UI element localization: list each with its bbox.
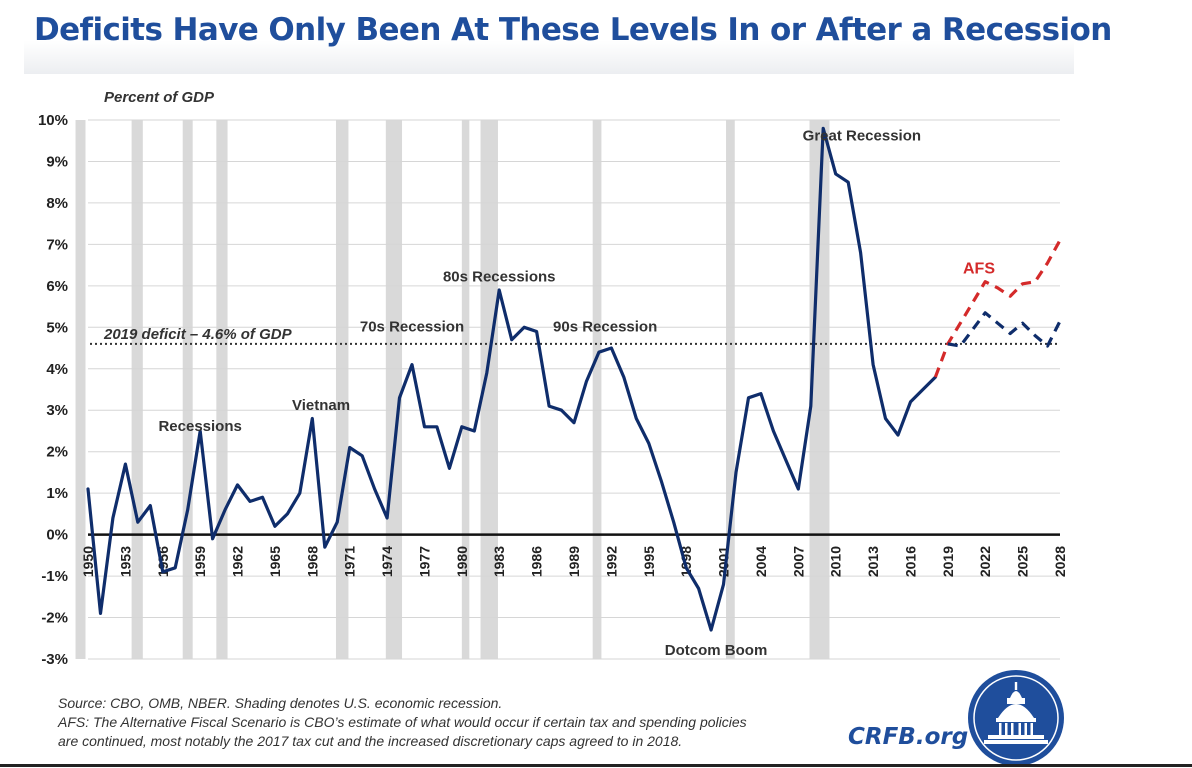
y-tick-label: 6%	[46, 278, 68, 295]
x-tick-label: 2025	[1015, 546, 1031, 577]
x-tick-label: 1974	[379, 546, 395, 577]
x-tick-label: 2016	[902, 546, 918, 577]
baseline-projection-line	[947, 311, 1062, 348]
y-tick-label: -2%	[41, 610, 68, 627]
historical-deficit-line	[86, 126, 938, 632]
x-tick-label: 2019	[940, 546, 956, 577]
y-tick-label: 8%	[46, 195, 68, 212]
y-tick-label: 3%	[46, 402, 68, 419]
chart-title: Deficits Have Only Been At These Levels …	[34, 12, 1112, 48]
x-tick-label: 1980	[454, 546, 470, 577]
chart-annotation: Vietnam	[292, 397, 350, 414]
site-link[interactable]: CRFB.org	[848, 724, 969, 750]
deficit-chart: -3% -2% -1% 0% 1% 2% 3% 4% 5% 6% 7% 8% 9% 10% Percent …	[38, 89, 1068, 668]
reference-line-label: 2019 deficit – 4.6% of GDP	[103, 326, 293, 343]
afs-series-label: AFS	[963, 260, 995, 277]
y-tick-label: 7%	[46, 236, 68, 253]
afs-note-line-1: AFS: The Alternative Fiscal Scenario is …	[58, 714, 747, 730]
chart-annotation: Dotcom Boom	[665, 642, 768, 659]
x-tick-label: 1962	[230, 546, 246, 577]
recession-band	[216, 120, 228, 659]
chart-annotation: Recessions	[158, 418, 241, 435]
x-tick-label: 2013	[865, 546, 881, 577]
recession-band	[131, 120, 143, 659]
chart-annotation: Great Recession	[803, 128, 921, 145]
recession-band	[75, 120, 86, 659]
y-tick-label: 5%	[46, 319, 68, 336]
x-tick-label: 2010	[828, 546, 844, 577]
recession-band	[335, 120, 349, 659]
page-baseline	[0, 764, 1192, 767]
afs-note-line-2: are continued, most notably the 2017 tax…	[58, 733, 683, 749]
chart-annotation: 90s Recession	[553, 318, 657, 335]
recession-band	[182, 120, 193, 659]
x-tick-label: 1995	[641, 546, 657, 577]
x-tick-label: 1968	[304, 546, 320, 577]
x-tick-label: 2028	[1052, 546, 1068, 577]
recession-band	[726, 120, 735, 659]
x-tick-label: 1953	[117, 546, 133, 577]
x-tick-label: 2004	[753, 546, 769, 577]
recession-band	[461, 120, 470, 659]
y-tick-label: -3%	[41, 651, 68, 668]
x-tick-label: 1950	[80, 546, 96, 577]
x-tick-label: 1965	[267, 546, 283, 577]
x-tick-label: 1977	[416, 546, 432, 577]
chart-annotation: 70s Recession	[360, 318, 464, 335]
x-tick-label: 1959	[192, 546, 208, 577]
y-tick-label: 10%	[38, 112, 68, 129]
afs-projection-line	[933, 239, 1062, 378]
y-tick-label: 4%	[46, 361, 68, 378]
recession-band	[385, 120, 403, 659]
recession-band	[592, 120, 602, 659]
recession-band	[480, 120, 498, 659]
y-axis-label: Percent of GDP	[104, 89, 215, 106]
x-tick-label: 2022	[977, 546, 993, 577]
chart-annotation: 80s Recessions	[443, 269, 556, 286]
x-tick-label: 1992	[603, 546, 619, 577]
y-tick-label: -1%	[41, 568, 68, 585]
x-tick-label: 1983	[491, 546, 507, 577]
source-note: Source: CBO, OMB, NBER. Shading denotes …	[58, 695, 503, 711]
y-tick-label: 2%	[46, 444, 68, 461]
capitol-dome-icon	[968, 670, 1064, 766]
y-tick-label: 1%	[46, 485, 68, 502]
recession-band	[809, 120, 830, 659]
footer-notes: Source: CBO, OMB, NBER. Shading denotes …	[58, 694, 848, 751]
y-tick-label: 0%	[46, 527, 68, 544]
x-tick-label: 2007	[790, 546, 806, 577]
x-tick-label: 1971	[342, 546, 358, 577]
title-band	[24, 0, 1074, 74]
x-tick-label: 1986	[529, 546, 545, 577]
y-tick-label: 9%	[46, 153, 68, 170]
x-tick-label: 1989	[566, 546, 582, 577]
